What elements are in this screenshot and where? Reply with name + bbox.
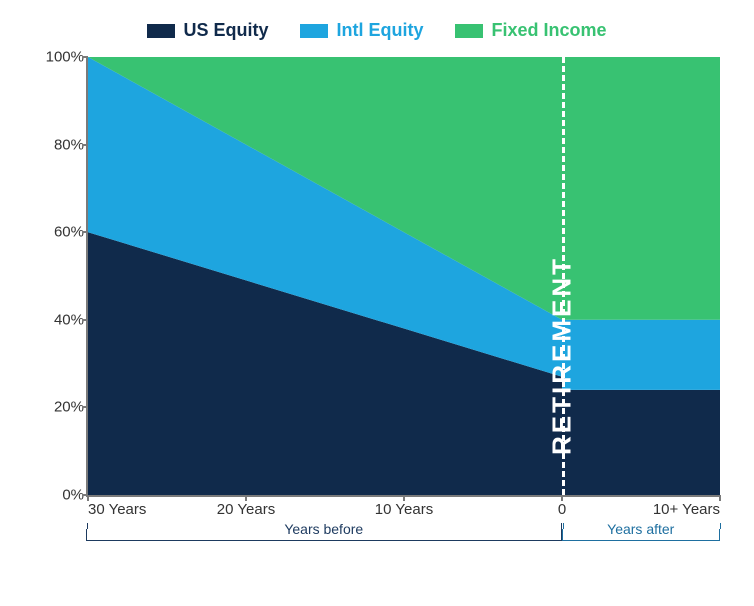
legend: US Equity Intl Equity Fixed Income bbox=[30, 20, 724, 41]
bracket-cap bbox=[720, 523, 721, 529]
x-tick-mark bbox=[87, 495, 89, 501]
x-axis-brackets: Years beforeYears after bbox=[86, 529, 720, 559]
y-tick-label: 40% bbox=[40, 311, 84, 328]
y-tick-mark bbox=[82, 231, 88, 233]
x-tick-mark bbox=[719, 495, 721, 501]
retirement-label: RETIREMENT bbox=[547, 256, 578, 455]
x-tick-mark bbox=[403, 495, 405, 501]
plot-area: RETIREMENT 0%20%40%60%80%100%30 Years20 … bbox=[86, 57, 720, 497]
bracket: Years before bbox=[86, 529, 562, 541]
x-tick-label: 30 Years bbox=[88, 495, 146, 518]
legend-item-us-equity: US Equity bbox=[147, 20, 268, 41]
y-tick-mark bbox=[82, 406, 88, 408]
area-stack bbox=[88, 57, 720, 495]
legend-swatch bbox=[147, 24, 175, 38]
bracket-label: Years after bbox=[601, 521, 680, 537]
x-tick-label: 10+ Years bbox=[653, 495, 720, 518]
bracket-cap bbox=[87, 523, 88, 529]
bracket-cap bbox=[563, 523, 564, 529]
x-tick-mark bbox=[245, 495, 247, 501]
legend-label: US Equity bbox=[183, 20, 268, 41]
y-tick-mark bbox=[82, 144, 88, 146]
y-tick-mark bbox=[82, 56, 88, 58]
y-tick-label: 80% bbox=[40, 136, 84, 153]
y-tick-label: 100% bbox=[40, 49, 84, 66]
legend-swatch bbox=[300, 24, 328, 38]
y-tick-label: 0% bbox=[40, 487, 84, 504]
legend-item-intl-equity: Intl Equity bbox=[300, 20, 423, 41]
x-tick-mark bbox=[561, 495, 563, 501]
legend-label: Fixed Income bbox=[491, 20, 606, 41]
legend-swatch bbox=[455, 24, 483, 38]
legend-item-fixed-income: Fixed Income bbox=[455, 20, 606, 41]
y-tick-label: 60% bbox=[40, 224, 84, 241]
y-tick-label: 20% bbox=[40, 399, 84, 416]
y-tick-mark bbox=[82, 319, 88, 321]
legend-label: Intl Equity bbox=[336, 20, 423, 41]
bracket-label: Years before bbox=[278, 521, 369, 537]
bracket: Years after bbox=[562, 529, 721, 541]
